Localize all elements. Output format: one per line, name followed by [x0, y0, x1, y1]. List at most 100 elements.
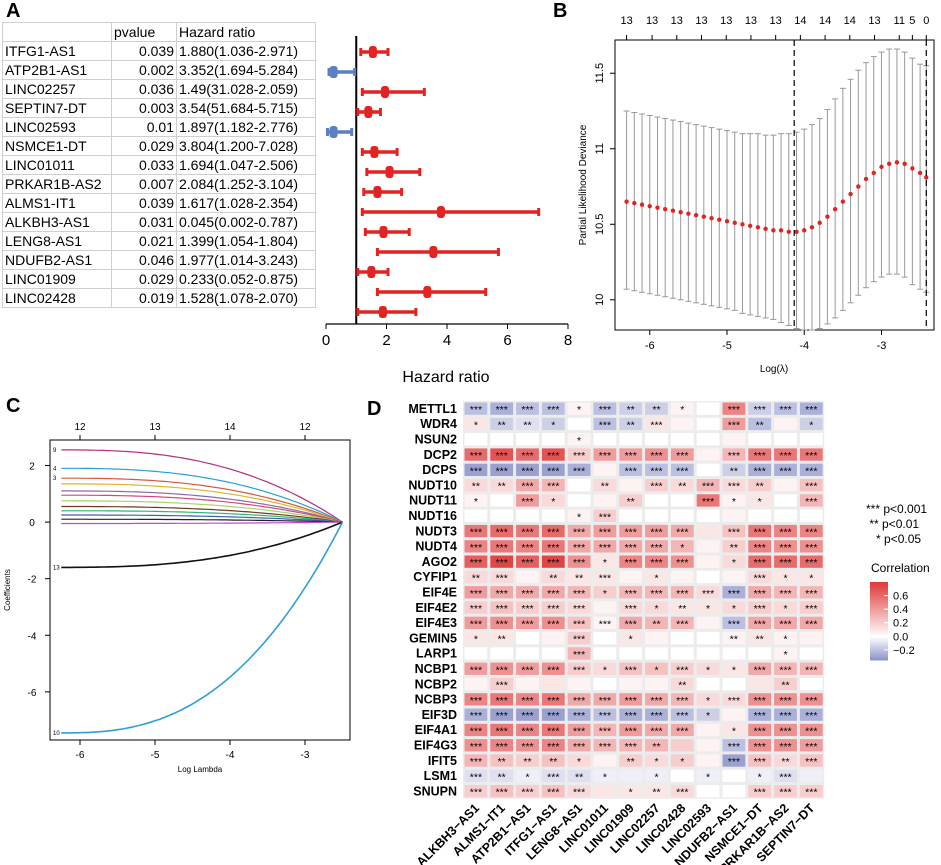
heatmap-cell [748, 479, 772, 492]
heatmap-cell [748, 402, 772, 415]
colorbar-segment [870, 611, 888, 614]
path-label: 9 [53, 448, 57, 454]
heatmap-cell [464, 494, 488, 507]
heatmap-cell [593, 509, 617, 522]
plot-frame [49, 439, 351, 741]
coefficient-path [61, 505, 343, 523]
heatmap-cell [593, 662, 617, 675]
heatmap-cell [541, 647, 565, 660]
heatmap-cell [799, 616, 823, 629]
significance-stars: *** [728, 741, 740, 753]
significance-stars: *** [779, 588, 791, 600]
path-label: 10 [53, 731, 60, 737]
heatmap-cell [490, 555, 514, 568]
table-row: LINC02257 0.036 1.49(31.028-2.059) [2, 79, 316, 99]
heatmap-cell [696, 723, 720, 737]
significance-stars: ** [498, 420, 506, 432]
heatmap-cell [619, 555, 643, 568]
significance-stars: *** [496, 465, 508, 477]
table-row: ALMS1-IT1 0.039 1.617(1.028-2.354) [2, 193, 316, 213]
row-gene: NDUFB2-AS1 [2, 250, 112, 270]
significance-stars: ** [601, 481, 609, 493]
row-label: NUDT10 [408, 478, 457, 492]
row-gene: LINC01909 [2, 269, 112, 289]
hr-point [367, 266, 376, 278]
data-point [693, 213, 699, 218]
heatmap-cell [645, 785, 668, 798]
significance-stars: *** [754, 726, 766, 738]
heatmap-cell [774, 540, 797, 553]
y-tick-label: 11.5 [594, 63, 606, 84]
heatmap-cell [774, 417, 797, 431]
heatmap-cell [567, 785, 591, 798]
heatmap-cell [722, 494, 746, 507]
heatmap-cell [774, 769, 797, 782]
significance-stars: *** [547, 710, 559, 722]
colorbar-tick-label: 0.0 [893, 631, 908, 643]
heatmap-cell [593, 708, 617, 721]
heatmap-cell [645, 662, 668, 675]
significance-stars: *** [676, 557, 688, 569]
y-tick-label: -4 [28, 631, 37, 642]
heatmap-cell [567, 524, 591, 538]
heatmap-cell [722, 601, 746, 614]
significance-stars: *** [754, 557, 766, 569]
heatmap-cell [748, 739, 772, 752]
row-gene: LINC02257 [2, 79, 112, 99]
significance-stars: *** [650, 481, 662, 493]
heatmap-cell [516, 601, 539, 614]
significance-stars: *** [805, 481, 817, 493]
heatmap-cell [619, 402, 643, 415]
heatmap-cell [696, 677, 720, 691]
significance-stars: *** [496, 726, 508, 738]
heatmap-cell [567, 723, 591, 737]
row-label: CYFIP1 [413, 570, 457, 584]
significance-stars: *** [573, 465, 585, 477]
hr-point [429, 246, 438, 258]
data-point [709, 216, 714, 221]
heatmap-cell [541, 769, 565, 782]
heatmap-cell [670, 524, 694, 538]
row-gene: NSMCE1-DT [2, 136, 112, 156]
colorbar-segment [870, 591, 888, 595]
heatmap-cell [799, 524, 823, 538]
heatmap-cell [722, 402, 746, 415]
plot-frame [614, 39, 935, 331]
significance-stars: ** [523, 756, 531, 768]
significance-stars: *** [779, 664, 791, 676]
heatmap-cell [619, 616, 643, 629]
significance-stars: ** [523, 420, 531, 432]
heatmap-cell [516, 479, 539, 492]
colorbar-segment [870, 621, 888, 624]
significance-stars: *** [496, 603, 508, 615]
heatmap-cell [722, 708, 746, 721]
path-label: 4 [53, 466, 57, 472]
significance-stars: *** [754, 787, 766, 799]
heatmap-cell [567, 708, 591, 721]
significance-stars: *** [676, 588, 688, 600]
heatmap-cell [670, 647, 694, 660]
significance-stars: * [577, 435, 581, 447]
heatmap-cell [464, 417, 488, 431]
heatmap-cell [799, 463, 823, 476]
heatmap-cell [696, 662, 720, 675]
coefficient-path [61, 521, 343, 569]
heatmap-cell [619, 448, 643, 461]
heatmap-cell [593, 524, 617, 538]
heatmap-cell [464, 570, 488, 584]
heatmap-cell [541, 708, 565, 721]
heatmap-cell [593, 785, 617, 798]
significance-stars: * [629, 787, 633, 799]
heatmap-cell [593, 677, 617, 691]
significance-stars: *** [676, 710, 688, 722]
heatmap-cell [516, 693, 539, 706]
colorbar-segment [870, 593, 888, 597]
row-hazard-ratio: 1.897(1.182-2.776) [176, 117, 316, 137]
heatmap-cell [799, 723, 823, 737]
significance-stars: *** [676, 618, 688, 630]
significance-stars: *** [521, 465, 533, 477]
heatmap-cell [541, 494, 565, 507]
heatmap-cell [593, 693, 617, 706]
panel-label-b: B [553, 0, 568, 22]
heatmap-cell [593, 723, 617, 737]
